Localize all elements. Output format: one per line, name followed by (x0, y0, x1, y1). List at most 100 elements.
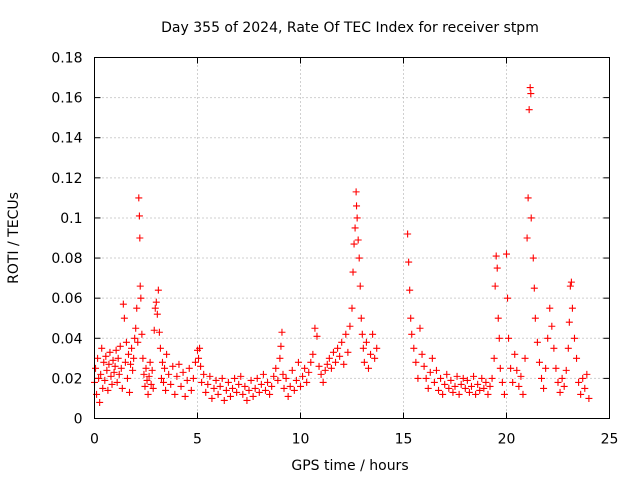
data-point (327, 364, 335, 372)
data-point (114, 354, 122, 362)
data-point (171, 390, 179, 398)
data-point (467, 382, 475, 390)
data-point (107, 372, 115, 380)
data-point (554, 378, 562, 386)
plot-frame (94, 57, 610, 419)
data-point (500, 390, 508, 398)
data-point (351, 224, 359, 232)
data-point (280, 384, 288, 392)
data-point (418, 350, 426, 358)
data-point (109, 356, 117, 364)
data-points (91, 84, 593, 406)
data-point (239, 390, 247, 398)
data-point (208, 394, 216, 402)
data-point (136, 234, 144, 242)
data-point (407, 314, 415, 322)
data-point (340, 360, 348, 368)
data-point (151, 304, 159, 312)
data-point (472, 390, 480, 398)
data-point (565, 318, 573, 326)
data-point (493, 264, 501, 272)
data-point (323, 360, 331, 368)
data-point (519, 390, 527, 398)
data-point (301, 364, 309, 372)
data-point (535, 358, 543, 366)
data-point (124, 350, 132, 358)
data-point (332, 358, 340, 366)
data-point (317, 370, 325, 378)
data-point (119, 300, 127, 308)
y-tick-label: 0.02 (51, 371, 82, 387)
data-point (465, 388, 473, 396)
data-point (410, 344, 418, 352)
data-point (106, 348, 114, 356)
data-point (447, 376, 455, 384)
data-point (367, 350, 375, 358)
data-point (426, 368, 434, 376)
data-point (552, 364, 560, 372)
data-point (144, 390, 152, 398)
data-point (120, 314, 128, 322)
data-point (270, 372, 278, 380)
data-point (511, 350, 519, 358)
data-point (158, 358, 166, 366)
data-point (507, 364, 515, 372)
y-axis-label: ROTI / TECUs (6, 192, 22, 284)
data-point (342, 330, 350, 338)
data-point (132, 324, 140, 332)
data-point (197, 362, 205, 370)
data-point (491, 282, 499, 290)
y-tick-label: 0.06 (51, 291, 82, 307)
data-point (243, 396, 251, 404)
y-tick-label: 0.18 (51, 51, 82, 67)
data-point (560, 382, 568, 390)
data-point (142, 364, 150, 372)
data-point (538, 374, 546, 382)
data-point (115, 370, 123, 378)
data-point (329, 348, 337, 356)
data-point (131, 334, 139, 342)
data-point (237, 372, 245, 380)
data-point (241, 382, 249, 390)
data-point (150, 326, 158, 334)
data-point (550, 344, 558, 352)
data-point (96, 398, 104, 406)
data-point (359, 344, 367, 352)
data-point (523, 234, 531, 242)
data-point (294, 358, 302, 366)
data-point (266, 390, 274, 398)
axis-ticks: 0 0.02 0.04 0.06 0.08 0.1 0.12 0.14 0.16 0.18 0 5 10… (51, 51, 618, 448)
y-tick-label: 0.04 (51, 331, 82, 347)
data-point (272, 364, 280, 372)
data-point (118, 384, 126, 392)
data-point (527, 90, 535, 98)
data-point (97, 370, 105, 378)
data-point (206, 372, 214, 380)
data-point (137, 294, 145, 302)
data-point (286, 382, 294, 390)
data-point (364, 364, 372, 372)
data-point (470, 372, 478, 380)
data-point (104, 386, 112, 394)
data-point (509, 378, 517, 386)
x-tick-label: 10 (292, 432, 310, 448)
data-point (540, 384, 548, 392)
data-point (264, 378, 272, 386)
data-point (313, 332, 321, 340)
data-point (435, 386, 443, 394)
data-point (288, 366, 296, 374)
x-tick-label: 25 (601, 432, 619, 448)
data-point (585, 394, 593, 402)
data-point (404, 230, 412, 238)
data-point (277, 342, 285, 350)
y-tick-label: 0.16 (51, 91, 82, 107)
data-point (163, 350, 171, 358)
data-point (177, 382, 185, 390)
data-point (299, 372, 307, 380)
data-point (369, 330, 377, 338)
data-point (455, 390, 463, 398)
data-point (154, 286, 162, 294)
data-point (121, 358, 129, 366)
data-point (152, 298, 160, 306)
